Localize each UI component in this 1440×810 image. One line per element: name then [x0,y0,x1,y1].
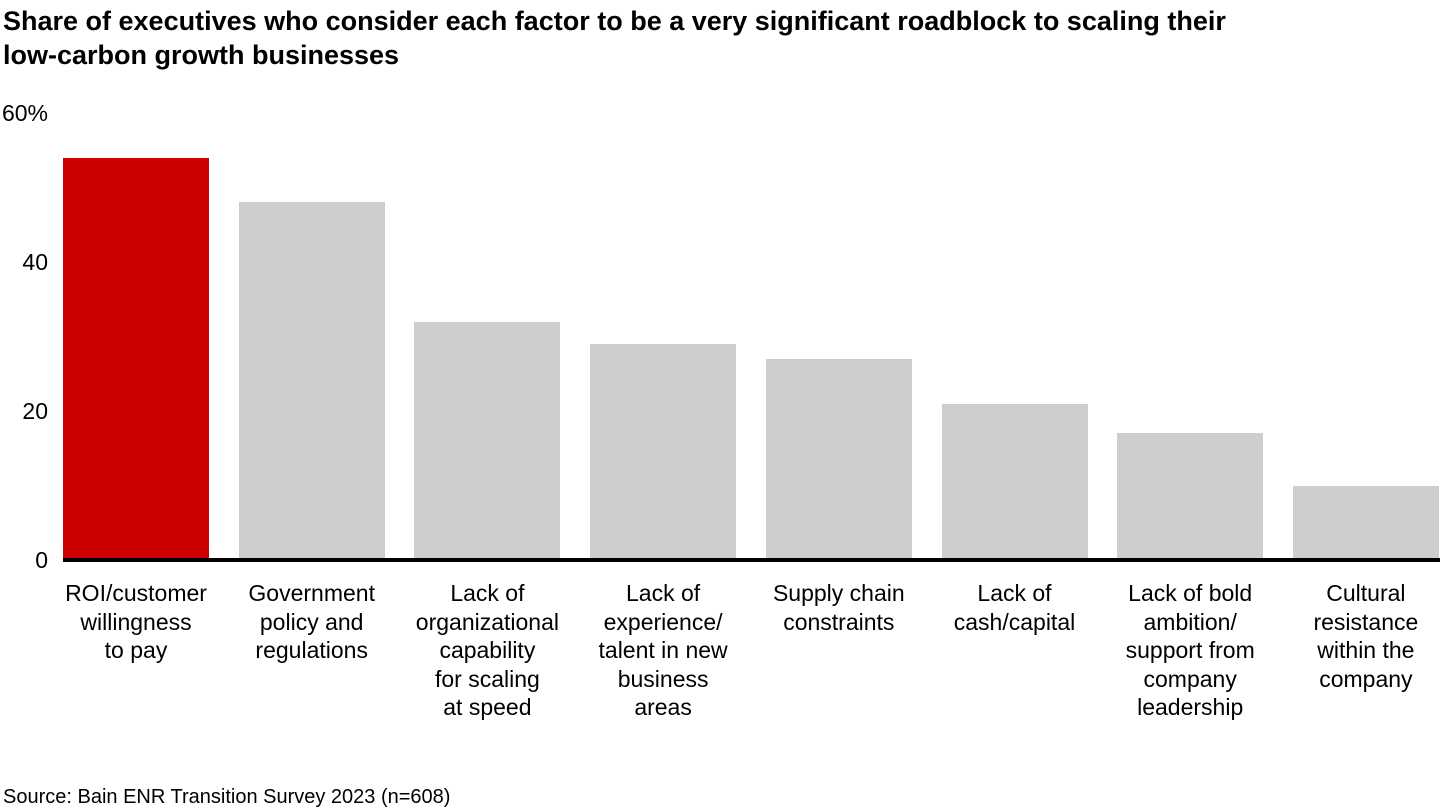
y-axis-tick-label: 40 [22,249,48,275]
category-label-1: ROI/customer willingness to pay [65,580,207,663]
x-axis-line [63,558,1440,562]
bar-3 [414,321,561,560]
bar-7 [1117,433,1264,560]
bar-5 [765,358,912,560]
bar-8 [1292,485,1439,560]
source-note: Source: Bain ENR Transition Survey 2023 … [3,786,451,808]
y-axis-tick-label: 0 [35,547,48,573]
category-label-4: Lack of experience/ talent in new busine… [598,580,728,720]
category-label-3: Lack of organizational capability for sc… [415,580,559,720]
category-label-6: Lack of cash/capital [953,580,1076,635]
bar-1 [63,157,209,560]
category-label-5: Supply chain constraints [772,580,905,635]
chart-title: Share of executives who consider each fa… [3,6,1226,70]
category-labels: ROI/customer willingness to pay Governmen… [63,579,1440,749]
category-label-7: Lack of bold ambition/ support from comp… [1125,580,1255,720]
plot-area [63,113,1440,560]
bar-4 [590,343,737,560]
category-label-8: Cultural resistance within the company [1313,580,1419,692]
bar-2 [238,202,385,560]
bar-6 [941,403,1088,560]
y-axis-tick-label: 60% [1,100,48,126]
category-label-2: Government policy and regulations [248,580,375,663]
y-axis-tick-label: 20 [22,398,48,424]
